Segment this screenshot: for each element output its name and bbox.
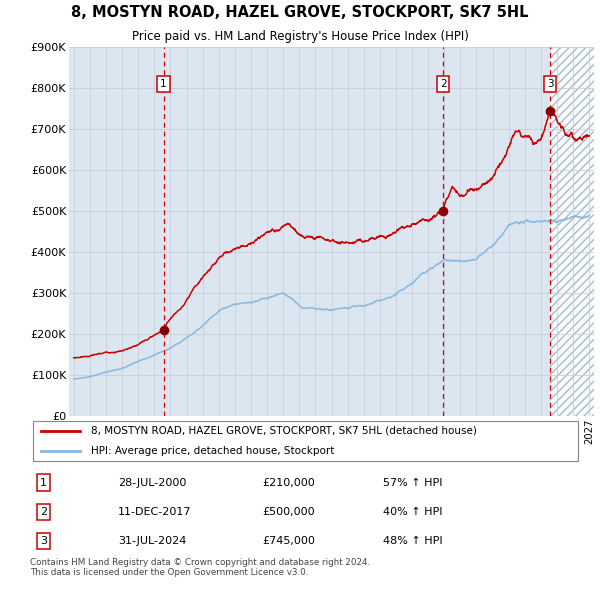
Text: 3: 3 [40, 536, 47, 546]
Text: £745,000: £745,000 [262, 536, 315, 546]
Text: 11-DEC-2017: 11-DEC-2017 [118, 507, 192, 517]
Text: 8, MOSTYN ROAD, HAZEL GROVE, STOCKPORT, SK7 5HL (detached house): 8, MOSTYN ROAD, HAZEL GROVE, STOCKPORT, … [91, 426, 476, 436]
Text: 1: 1 [40, 477, 47, 487]
Text: 2: 2 [440, 79, 446, 89]
Text: 1: 1 [160, 79, 167, 89]
Text: HPI: Average price, detached house, Stockport: HPI: Average price, detached house, Stoc… [91, 446, 334, 456]
Text: 57% ↑ HPI: 57% ↑ HPI [383, 477, 443, 487]
Text: Contains HM Land Registry data © Crown copyright and database right 2024.
This d: Contains HM Land Registry data © Crown c… [30, 558, 370, 577]
Bar [550, 47, 597, 416]
Text: 8, MOSTYN ROAD, HAZEL GROVE, STOCKPORT, SK7 5HL: 8, MOSTYN ROAD, HAZEL GROVE, STOCKPORT, … [71, 5, 529, 20]
Text: Price paid vs. HM Land Registry's House Price Index (HPI): Price paid vs. HM Land Registry's House … [131, 30, 469, 43]
Text: 40% ↑ HPI: 40% ↑ HPI [383, 507, 443, 517]
FancyBboxPatch shape [33, 421, 578, 461]
Text: 31-JUL-2024: 31-JUL-2024 [118, 536, 187, 546]
Text: 28-JUL-2000: 28-JUL-2000 [118, 477, 187, 487]
Text: 48% ↑ HPI: 48% ↑ HPI [383, 536, 443, 546]
Text: £210,000: £210,000 [262, 477, 314, 487]
Text: £500,000: £500,000 [262, 507, 314, 517]
Text: 2: 2 [40, 507, 47, 517]
Text: 3: 3 [547, 79, 553, 89]
